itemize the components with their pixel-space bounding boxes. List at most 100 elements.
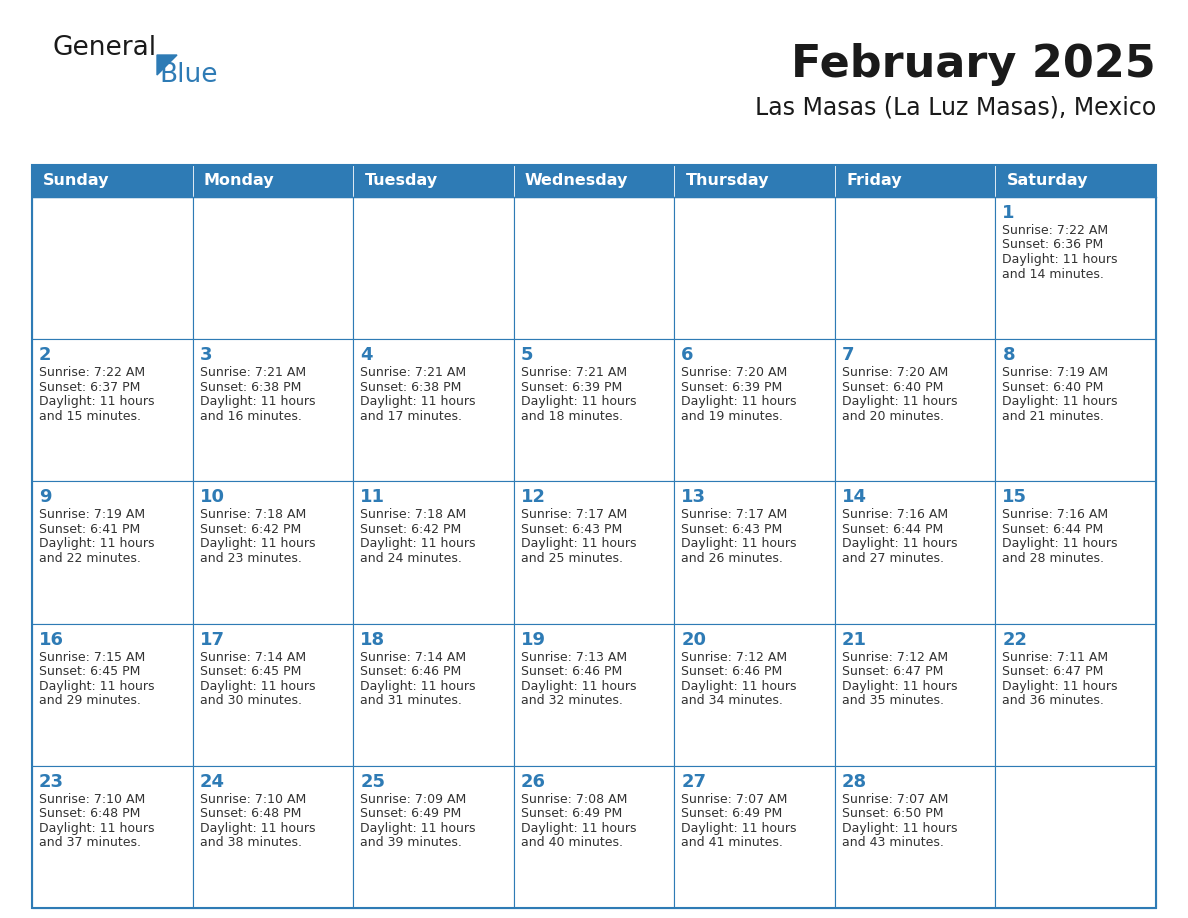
Text: Daylight: 11 hours: Daylight: 11 hours (842, 396, 958, 409)
Text: Daylight: 11 hours: Daylight: 11 hours (360, 396, 475, 409)
Text: Sunset: 6:49 PM: Sunset: 6:49 PM (520, 807, 623, 821)
Bar (513, 766, 675, 908)
Text: and 26 minutes.: and 26 minutes. (681, 552, 783, 565)
Text: 1: 1 (1003, 204, 1015, 222)
Text: Daylight: 11 hours: Daylight: 11 hours (39, 396, 154, 409)
Text: Sunrise: 7:13 AM: Sunrise: 7:13 AM (520, 651, 627, 664)
Text: 10: 10 (200, 488, 225, 507)
Bar (513, 623, 675, 766)
Text: 2: 2 (39, 346, 51, 364)
Text: Sunset: 6:48 PM: Sunset: 6:48 PM (39, 807, 140, 821)
Text: and 31 minutes.: and 31 minutes. (360, 694, 462, 707)
Text: and 37 minutes.: and 37 minutes. (39, 836, 141, 849)
Text: 16: 16 (39, 631, 64, 649)
Bar (675, 481, 835, 623)
Text: Daylight: 11 hours: Daylight: 11 hours (39, 679, 154, 692)
Text: and 18 minutes.: and 18 minutes. (520, 409, 623, 422)
Text: 15: 15 (1003, 488, 1028, 507)
Text: and 32 minutes.: and 32 minutes. (520, 694, 623, 707)
Text: Daylight: 11 hours: Daylight: 11 hours (39, 822, 154, 834)
Bar (32, 165, 1156, 908)
Text: Daylight: 11 hours: Daylight: 11 hours (842, 822, 958, 834)
Text: 12: 12 (520, 488, 545, 507)
Text: Monday: Monday (204, 174, 274, 188)
Text: 26: 26 (520, 773, 545, 790)
Text: Sunrise: 7:18 AM: Sunrise: 7:18 AM (360, 509, 467, 521)
Text: 13: 13 (681, 488, 707, 507)
Text: and 15 minutes.: and 15 minutes. (39, 409, 141, 422)
Text: and 17 minutes.: and 17 minutes. (360, 409, 462, 422)
Text: 22: 22 (1003, 631, 1028, 649)
Bar (835, 481, 996, 623)
Text: 25: 25 (360, 773, 385, 790)
Text: Blue: Blue (159, 62, 217, 88)
Text: Daylight: 11 hours: Daylight: 11 hours (520, 679, 637, 692)
Text: Daylight: 11 hours: Daylight: 11 hours (520, 396, 637, 409)
Text: Daylight: 11 hours: Daylight: 11 hours (681, 396, 797, 409)
Bar (353, 623, 513, 766)
Text: 21: 21 (842, 631, 867, 649)
Text: and 38 minutes.: and 38 minutes. (200, 836, 302, 849)
Text: 23: 23 (39, 773, 64, 790)
Text: Daylight: 11 hours: Daylight: 11 hours (360, 537, 475, 551)
Text: 7: 7 (842, 346, 854, 364)
Bar (996, 165, 1156, 197)
Text: Sunset: 6:46 PM: Sunset: 6:46 PM (360, 666, 461, 678)
Bar (32, 623, 192, 766)
Bar (353, 165, 513, 197)
Text: Daylight: 11 hours: Daylight: 11 hours (520, 822, 637, 834)
Bar (996, 339, 1156, 481)
Text: and 19 minutes.: and 19 minutes. (681, 409, 783, 422)
Text: Sunrise: 7:19 AM: Sunrise: 7:19 AM (1003, 366, 1108, 379)
Bar (835, 623, 996, 766)
Text: 20: 20 (681, 631, 707, 649)
Text: Sunrise: 7:22 AM: Sunrise: 7:22 AM (39, 366, 145, 379)
Bar (996, 197, 1156, 339)
Text: Sunset: 6:45 PM: Sunset: 6:45 PM (39, 666, 140, 678)
Text: Daylight: 11 hours: Daylight: 11 hours (39, 537, 154, 551)
Bar (192, 481, 353, 623)
Bar (835, 197, 996, 339)
Text: Daylight: 11 hours: Daylight: 11 hours (842, 679, 958, 692)
Text: Saturday: Saturday (1006, 174, 1088, 188)
Text: Wednesday: Wednesday (525, 174, 628, 188)
Text: Sunset: 6:49 PM: Sunset: 6:49 PM (681, 807, 783, 821)
Bar (835, 339, 996, 481)
Text: and 35 minutes.: and 35 minutes. (842, 694, 943, 707)
Text: and 14 minutes.: and 14 minutes. (1003, 267, 1105, 281)
Text: February 2025: February 2025 (791, 43, 1156, 86)
Text: Sunrise: 7:21 AM: Sunrise: 7:21 AM (200, 366, 305, 379)
Text: Sunset: 6:46 PM: Sunset: 6:46 PM (681, 666, 783, 678)
Text: Sunrise: 7:21 AM: Sunrise: 7:21 AM (520, 366, 627, 379)
Text: Sunrise: 7:07 AM: Sunrise: 7:07 AM (681, 793, 788, 806)
Bar (32, 197, 192, 339)
Text: and 43 minutes.: and 43 minutes. (842, 836, 943, 849)
Text: General: General (52, 35, 156, 61)
Text: Friday: Friday (846, 174, 902, 188)
Text: Sunset: 6:36 PM: Sunset: 6:36 PM (1003, 239, 1104, 252)
Text: Sunrise: 7:14 AM: Sunrise: 7:14 AM (360, 651, 466, 664)
Bar (513, 165, 675, 197)
Text: and 41 minutes.: and 41 minutes. (681, 836, 783, 849)
Text: and 16 minutes.: and 16 minutes. (200, 409, 302, 422)
Text: 3: 3 (200, 346, 213, 364)
Text: Sunrise: 7:17 AM: Sunrise: 7:17 AM (681, 509, 788, 521)
Text: Sunset: 6:46 PM: Sunset: 6:46 PM (520, 666, 623, 678)
Text: Sunrise: 7:20 AM: Sunrise: 7:20 AM (842, 366, 948, 379)
Text: Daylight: 11 hours: Daylight: 11 hours (200, 396, 315, 409)
Bar (32, 766, 192, 908)
Text: Sunset: 6:43 PM: Sunset: 6:43 PM (520, 523, 623, 536)
Bar (353, 481, 513, 623)
Text: Sunday: Sunday (43, 174, 109, 188)
Text: and 20 minutes.: and 20 minutes. (842, 409, 943, 422)
Text: Sunrise: 7:10 AM: Sunrise: 7:10 AM (200, 793, 305, 806)
Text: Sunset: 6:42 PM: Sunset: 6:42 PM (200, 523, 301, 536)
Text: Sunrise: 7:12 AM: Sunrise: 7:12 AM (681, 651, 788, 664)
Text: 19: 19 (520, 631, 545, 649)
Text: 6: 6 (681, 346, 694, 364)
Text: and 40 minutes.: and 40 minutes. (520, 836, 623, 849)
Text: Sunset: 6:40 PM: Sunset: 6:40 PM (842, 381, 943, 394)
Text: Sunrise: 7:16 AM: Sunrise: 7:16 AM (842, 509, 948, 521)
Bar (353, 339, 513, 481)
Text: Sunset: 6:45 PM: Sunset: 6:45 PM (200, 666, 301, 678)
